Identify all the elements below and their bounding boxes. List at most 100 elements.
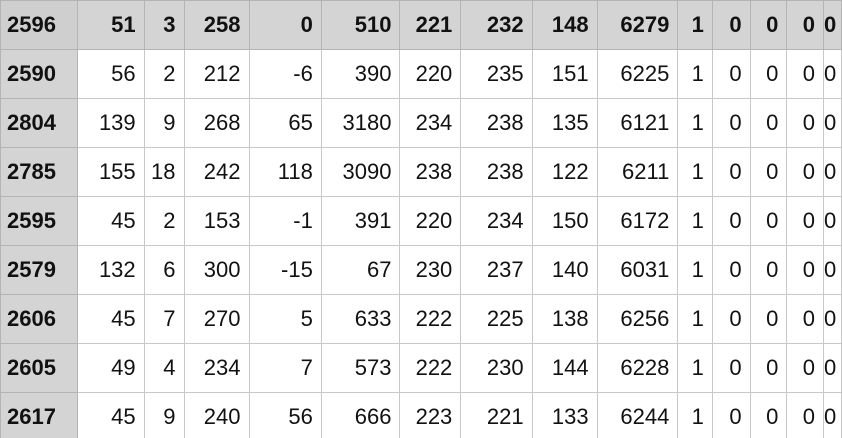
row-header-cell[interactable]: 2785 [0, 147, 78, 197]
row-header-cell[interactable]: 2595 [0, 196, 78, 246]
table-cell[interactable]: 225 [460, 294, 533, 344]
table-cell[interactable]: 222 [399, 343, 462, 393]
table-cell[interactable]: 6 [143, 245, 185, 295]
table-cell[interactable]: 9 [143, 392, 185, 438]
table-cell[interactable]: 67 [320, 245, 401, 295]
table-cell[interactable]: 153 [183, 196, 250, 246]
header-cell[interactable]: 232 [460, 0, 533, 50]
table-cell[interactable]: 2 [143, 49, 185, 99]
table-cell[interactable]: 0 [786, 392, 825, 438]
table-cell[interactable]: 6211 [596, 147, 679, 197]
table-cell[interactable]: 118 [248, 147, 322, 197]
table-cell[interactable]: 144 [531, 343, 598, 393]
header-cell[interactable]: 148 [531, 0, 598, 50]
table-cell[interactable]: 6172 [596, 196, 679, 246]
table-cell[interactable]: 0 [749, 245, 788, 295]
table-cell[interactable]: 0 [711, 147, 751, 197]
table-cell[interactable]: 122 [531, 147, 598, 197]
table-cell[interactable]: 238 [460, 147, 533, 197]
table-cell[interactable]: 7 [143, 294, 185, 344]
table-cell[interactable]: 6031 [596, 245, 679, 295]
table-cell[interactable]: 234 [183, 343, 250, 393]
table-cell[interactable]: 56 [248, 392, 322, 438]
table-cell[interactable]: 220 [399, 49, 462, 99]
table-cell[interactable]: 135 [531, 98, 598, 148]
table-cell[interactable]: 270 [183, 294, 250, 344]
table-cell[interactable]: 45 [76, 196, 145, 246]
row-header-cell[interactable]: 2804 [0, 98, 78, 148]
table-cell[interactable]: 1 [677, 98, 713, 148]
table-cell[interactable]: 0 [786, 343, 825, 393]
table-cell[interactable]: 390 [320, 49, 401, 99]
table-cell[interactable]: 237 [460, 245, 533, 295]
table-cell[interactable]: 3090 [320, 147, 401, 197]
table-cell[interactable]: 0 [786, 196, 825, 246]
table-cell[interactable]: 0 [786, 98, 825, 148]
table-cell[interactable]: 212 [183, 49, 250, 99]
header-cell[interactable]: 0 [749, 0, 788, 50]
table-cell[interactable]: 0 [749, 147, 788, 197]
table-cell[interactable]: 0 [749, 98, 788, 148]
header-cell[interactable]: 221 [399, 0, 462, 50]
table-cell[interactable]: 1 [677, 147, 713, 197]
table-cell[interactable]: 140 [531, 245, 598, 295]
table-cell[interactable]: 18 [143, 147, 185, 197]
table-cell[interactable]: 1 [677, 392, 713, 438]
table-cell[interactable]: 0 [823, 98, 842, 148]
table-cell[interactable]: 240 [183, 392, 250, 438]
row-header-cell[interactable]: 2596 [0, 0, 78, 50]
table-cell[interactable]: 49 [76, 343, 145, 393]
table-cell[interactable]: 139 [76, 98, 145, 148]
table-cell[interactable]: 3180 [320, 98, 401, 148]
table-cell[interactable]: 6256 [596, 294, 679, 344]
table-cell[interactable]: 0 [823, 245, 842, 295]
table-cell[interactable]: 221 [460, 392, 533, 438]
header-cell[interactable]: 258 [183, 0, 250, 50]
header-cell[interactable]: 3 [143, 0, 185, 50]
table-cell[interactable]: 0 [711, 49, 751, 99]
table-cell[interactable]: 0 [711, 294, 751, 344]
table-cell[interactable]: 45 [76, 294, 145, 344]
header-cell[interactable]: 6279 [596, 0, 679, 50]
table-cell[interactable]: 133 [531, 392, 598, 438]
table-cell[interactable]: 234 [460, 196, 533, 246]
table-cell[interactable]: 268 [183, 98, 250, 148]
table-cell[interactable]: 0 [711, 343, 751, 393]
table-cell[interactable]: 391 [320, 196, 401, 246]
table-cell[interactable]: 65 [248, 98, 322, 148]
table-cell[interactable]: 0 [749, 294, 788, 344]
table-cell[interactable]: 0 [749, 196, 788, 246]
table-cell[interactable]: 633 [320, 294, 401, 344]
table-cell[interactable]: 150 [531, 196, 598, 246]
table-cell[interactable]: 223 [399, 392, 462, 438]
table-cell[interactable]: 132 [76, 245, 145, 295]
row-header-cell[interactable]: 2605 [0, 343, 78, 393]
table-cell[interactable]: 0 [786, 245, 825, 295]
row-header-cell[interactable]: 2617 [0, 392, 78, 438]
table-cell[interactable]: 0 [823, 147, 842, 197]
table-cell[interactable]: 230 [460, 343, 533, 393]
table-cell[interactable]: 238 [460, 98, 533, 148]
table-cell[interactable]: 155 [76, 147, 145, 197]
table-cell[interactable]: 0 [749, 392, 788, 438]
table-cell[interactable]: 0 [749, 49, 788, 99]
table-cell[interactable]: 138 [531, 294, 598, 344]
row-header-cell[interactable]: 2590 [0, 49, 78, 99]
table-cell[interactable]: 1 [677, 49, 713, 99]
table-cell[interactable]: 0 [823, 343, 842, 393]
table-cell[interactable]: 0 [823, 392, 842, 438]
table-cell[interactable]: 0 [786, 147, 825, 197]
table-cell[interactable]: 242 [183, 147, 250, 197]
header-cell[interactable]: 0 [711, 0, 751, 50]
table-cell[interactable]: 234 [399, 98, 462, 148]
table-cell[interactable]: 45 [76, 392, 145, 438]
table-cell[interactable]: 4 [143, 343, 185, 393]
table-cell[interactable]: 2 [143, 196, 185, 246]
table-cell[interactable]: 0 [711, 196, 751, 246]
header-cell[interactable]: 51 [76, 0, 145, 50]
table-cell[interactable]: 7 [248, 343, 322, 393]
table-cell[interactable]: 6228 [596, 343, 679, 393]
table-cell[interactable]: 0 [711, 245, 751, 295]
row-header-cell[interactable]: 2606 [0, 294, 78, 344]
table-cell[interactable]: 0 [786, 49, 825, 99]
